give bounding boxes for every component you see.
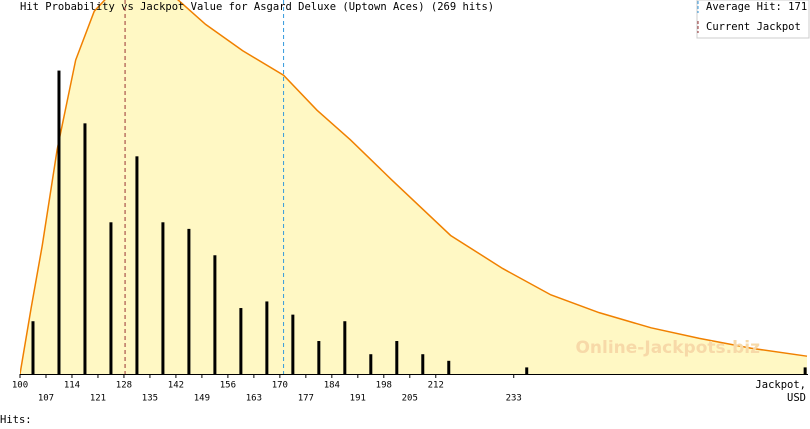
x-tick-label: 163 [246, 394, 262, 404]
x-tick-label: 212 [428, 381, 444, 391]
watermark: Online-Jackpots.biz [575, 338, 760, 358]
bar [421, 354, 425, 374]
x-tick-label: 198 [376, 381, 392, 391]
bar [343, 321, 347, 374]
x-tick-label: 170 [272, 381, 288, 391]
bar [239, 308, 243, 374]
bar [187, 228, 191, 374]
bar [803, 367, 807, 374]
x-tick-label: 191 [350, 394, 366, 404]
bar [395, 341, 399, 374]
bar [369, 354, 373, 374]
x-axis-label: Jackpot, [755, 379, 806, 391]
x-tick-label: 135 [142, 394, 158, 404]
bar [525, 367, 529, 374]
chart-title: Hit Probability vs Jackpot Value for Asg… [20, 1, 494, 13]
bar [447, 360, 451, 374]
x-tick-label: 100 [12, 381, 28, 391]
x-tick-label: 107 [38, 394, 54, 404]
curve-area [20, 0, 807, 374]
bar [317, 341, 321, 374]
legend-box [696, 0, 810, 39]
bar [109, 222, 113, 374]
legend-label: Average Hit: 171 [706, 1, 807, 13]
rug-label: Hits: [0, 414, 32, 425]
x-axis-label: USD [787, 392, 806, 404]
x-tick-label: 233 [506, 394, 522, 404]
bar [161, 222, 165, 374]
bar [135, 156, 139, 374]
x-tick-label: 149 [194, 394, 210, 404]
x-tick-label: 184 [324, 381, 340, 391]
bar [213, 255, 217, 374]
plot-area [20, 0, 808, 374]
x-tick-label: 121 [90, 394, 106, 404]
x-tick-label: 177 [298, 394, 314, 404]
x-tick-label: 142 [168, 381, 184, 391]
x-tick-label: 156 [220, 381, 236, 391]
bar [291, 314, 295, 374]
x-tick-label: 114 [64, 381, 80, 391]
x-tick-label: 128 [116, 381, 132, 391]
bar [83, 123, 87, 374]
x-tick-label: 205 [402, 394, 418, 404]
legend-label: Current Jackpot [706, 21, 801, 33]
bar [265, 301, 269, 374]
curve-line [20, 0, 808, 374]
bar [31, 321, 35, 374]
bar [57, 70, 61, 374]
